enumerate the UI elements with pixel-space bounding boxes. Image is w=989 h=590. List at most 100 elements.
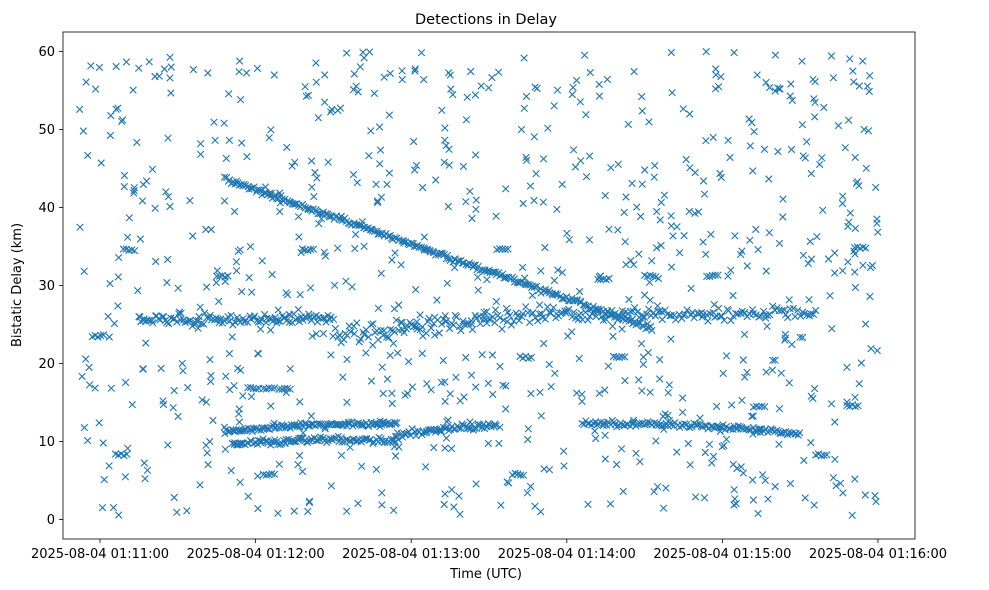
detection-marker xyxy=(605,225,613,233)
detection-marker xyxy=(644,348,652,357)
detection-marker xyxy=(729,291,737,300)
detection-marker xyxy=(431,331,439,339)
detection-marker xyxy=(483,319,491,327)
detection-marker xyxy=(276,207,284,216)
detection-marker xyxy=(138,197,147,205)
detection-marker xyxy=(460,320,469,329)
detection-marker xyxy=(653,302,662,310)
detection-marker xyxy=(601,431,609,439)
detection-marker xyxy=(667,335,675,343)
detection-marker xyxy=(758,471,767,479)
detection-marker xyxy=(845,218,853,226)
detection-marker xyxy=(125,214,133,222)
detection-marker xyxy=(650,488,658,496)
detection-marker xyxy=(304,507,312,516)
detection-marker xyxy=(537,267,545,275)
detection-marker xyxy=(164,193,173,201)
detection-marker xyxy=(106,131,115,140)
detection-marker xyxy=(810,501,818,509)
detection-marker xyxy=(728,401,736,409)
detection-marker xyxy=(354,88,362,96)
detection-marker xyxy=(109,503,118,512)
detection-marker xyxy=(400,430,408,438)
detection-marker xyxy=(708,271,717,280)
detection-marker xyxy=(441,124,449,132)
detection-marker xyxy=(448,486,456,494)
detection-marker xyxy=(95,63,104,72)
detection-marker xyxy=(296,291,304,299)
detection-marker xyxy=(278,421,286,429)
detection-marker xyxy=(765,229,773,237)
detection-marker xyxy=(432,176,440,184)
detection-marker xyxy=(838,199,847,208)
detection-marker xyxy=(669,232,677,240)
detection-marker xyxy=(304,91,313,99)
detection-marker xyxy=(136,313,144,321)
detection-marker xyxy=(343,398,351,406)
detection-marker xyxy=(679,105,687,113)
detection-marker xyxy=(575,354,583,363)
detection-marker xyxy=(391,234,399,242)
detection-marker xyxy=(412,432,420,440)
detection-marker xyxy=(222,154,230,163)
detection-marker xyxy=(213,266,221,275)
detection-marker xyxy=(849,67,857,75)
detection-marker xyxy=(288,162,296,170)
detection-marker xyxy=(91,85,100,93)
detection-marker xyxy=(320,98,329,106)
detection-marker xyxy=(377,193,386,201)
detection-marker xyxy=(752,402,760,410)
detection-marker xyxy=(296,398,304,406)
detection-marker xyxy=(188,322,197,330)
detection-marker xyxy=(573,297,581,305)
detection-marker xyxy=(228,333,236,341)
detection-marker xyxy=(175,310,183,318)
detection-marker xyxy=(489,390,497,399)
detection-marker xyxy=(803,138,811,146)
detection-marker xyxy=(855,380,863,388)
x-axis-title: Time (UTC) xyxy=(449,567,522,582)
detection-marker xyxy=(812,306,820,315)
detection-marker xyxy=(373,198,382,207)
detection-marker xyxy=(391,249,399,257)
detection-marker xyxy=(585,152,594,160)
detection-marker xyxy=(762,314,770,322)
detection-marker xyxy=(285,318,293,326)
detection-marker xyxy=(302,92,310,100)
detection-marker xyxy=(526,182,535,190)
detection-marker xyxy=(356,63,364,71)
detection-marker xyxy=(325,213,334,221)
detection-marker xyxy=(211,136,219,144)
detection-marker xyxy=(592,434,600,443)
detection-marker xyxy=(294,213,303,221)
detection-marker xyxy=(166,53,174,61)
detection-marker xyxy=(206,377,215,386)
detection-marker xyxy=(667,421,676,429)
detection-marker xyxy=(503,478,511,486)
detection-marker xyxy=(719,369,727,378)
detection-marker xyxy=(831,418,839,426)
detection-marker xyxy=(838,267,847,275)
detection-marker xyxy=(712,65,720,73)
detection-marker xyxy=(617,445,626,453)
detection-marker xyxy=(537,412,545,420)
detection-marker xyxy=(295,451,304,460)
detection-marker xyxy=(340,335,348,344)
detection-marker xyxy=(727,266,735,274)
detection-marker xyxy=(720,441,728,450)
detection-marker xyxy=(711,85,720,93)
detection-marker xyxy=(781,336,789,344)
detection-marker xyxy=(526,318,534,327)
detection-marker xyxy=(100,475,108,484)
detection-marker xyxy=(569,83,577,92)
detection-marker xyxy=(511,469,519,477)
detection-marker xyxy=(447,444,456,453)
detection-marker xyxy=(861,320,870,328)
detection-marker xyxy=(334,244,342,252)
detection-marker xyxy=(130,189,138,197)
detection-marker xyxy=(672,316,680,324)
detection-marker xyxy=(748,476,757,484)
detection-marker xyxy=(324,158,332,166)
detection-marker xyxy=(650,173,658,181)
